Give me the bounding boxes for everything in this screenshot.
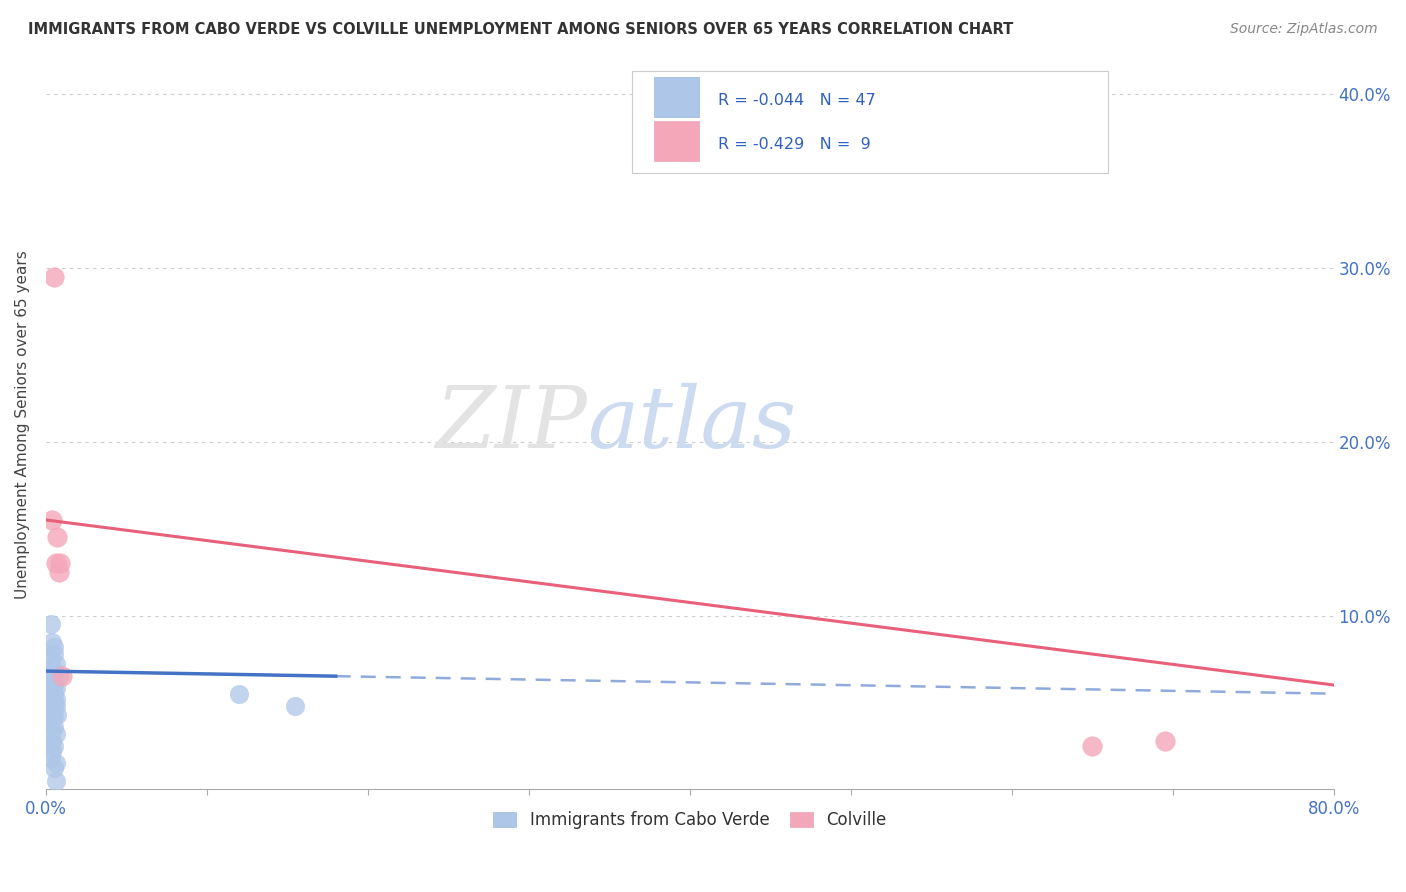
Point	[42, 695, 65, 709]
Point	[41, 634, 63, 648]
FancyBboxPatch shape	[654, 121, 699, 161]
Point	[42, 647, 65, 661]
Point	[39, 751, 62, 765]
Point	[41, 713, 63, 727]
Point	[284, 698, 307, 713]
Point	[42, 640, 65, 654]
Text: IMMIGRANTS FROM CABO VERDE VS COLVILLE UNEMPLOYMENT AMONG SENIORS OVER 65 YEARS : IMMIGRANTS FROM CABO VERDE VS COLVILLE U…	[28, 22, 1014, 37]
Text: Source: ZipAtlas.com: Source: ZipAtlas.com	[1230, 22, 1378, 37]
Point	[45, 681, 67, 696]
Point	[45, 557, 67, 571]
Point	[42, 761, 65, 775]
Legend: Immigrants from Cabo Verde, Colville: Immigrants from Cabo Verde, Colville	[486, 805, 893, 836]
Point	[45, 692, 67, 706]
Point	[41, 513, 63, 527]
Text: R = -0.429   N =  9: R = -0.429 N = 9	[718, 136, 870, 152]
Text: ZIP: ZIP	[434, 383, 586, 466]
Y-axis label: Unemployment Among Seniors over 65 years: Unemployment Among Seniors over 65 years	[15, 250, 30, 599]
Point	[42, 687, 65, 701]
Point	[46, 707, 69, 722]
Point	[45, 657, 67, 672]
Point	[45, 726, 67, 740]
Point	[39, 617, 62, 632]
Point	[41, 704, 63, 718]
Point	[41, 744, 63, 758]
Point	[41, 678, 63, 692]
Point	[41, 723, 63, 738]
Point	[39, 698, 62, 713]
Point	[45, 773, 67, 788]
Point	[41, 733, 63, 747]
FancyBboxPatch shape	[631, 70, 1108, 173]
Point	[42, 739, 65, 753]
Point	[39, 692, 62, 706]
Point	[42, 702, 65, 716]
Point	[48, 565, 70, 579]
Point	[42, 720, 65, 734]
Point	[42, 678, 65, 692]
Point	[41, 690, 63, 705]
Point	[41, 681, 63, 696]
Text: R = -0.044   N = 47: R = -0.044 N = 47	[718, 94, 876, 108]
Point	[45, 698, 67, 713]
FancyBboxPatch shape	[654, 77, 699, 117]
Point	[1153, 733, 1175, 747]
Point	[41, 660, 63, 674]
Text: atlas: atlas	[586, 383, 796, 466]
Point	[39, 737, 62, 751]
Point	[39, 678, 62, 692]
Point	[42, 269, 65, 284]
Point	[48, 669, 70, 683]
Point	[39, 716, 62, 731]
Point	[41, 695, 63, 709]
Point	[49, 557, 72, 571]
Point	[38, 664, 60, 678]
Point	[42, 709, 65, 723]
Point	[39, 706, 62, 720]
Point	[39, 687, 62, 701]
Point	[39, 660, 62, 674]
Point	[228, 687, 250, 701]
Point	[46, 530, 69, 544]
Point	[39, 669, 62, 683]
Point	[39, 652, 62, 666]
Point	[41, 674, 63, 689]
Point	[45, 756, 67, 771]
Point	[51, 669, 73, 683]
Point	[1081, 739, 1104, 753]
Point	[42, 664, 65, 678]
